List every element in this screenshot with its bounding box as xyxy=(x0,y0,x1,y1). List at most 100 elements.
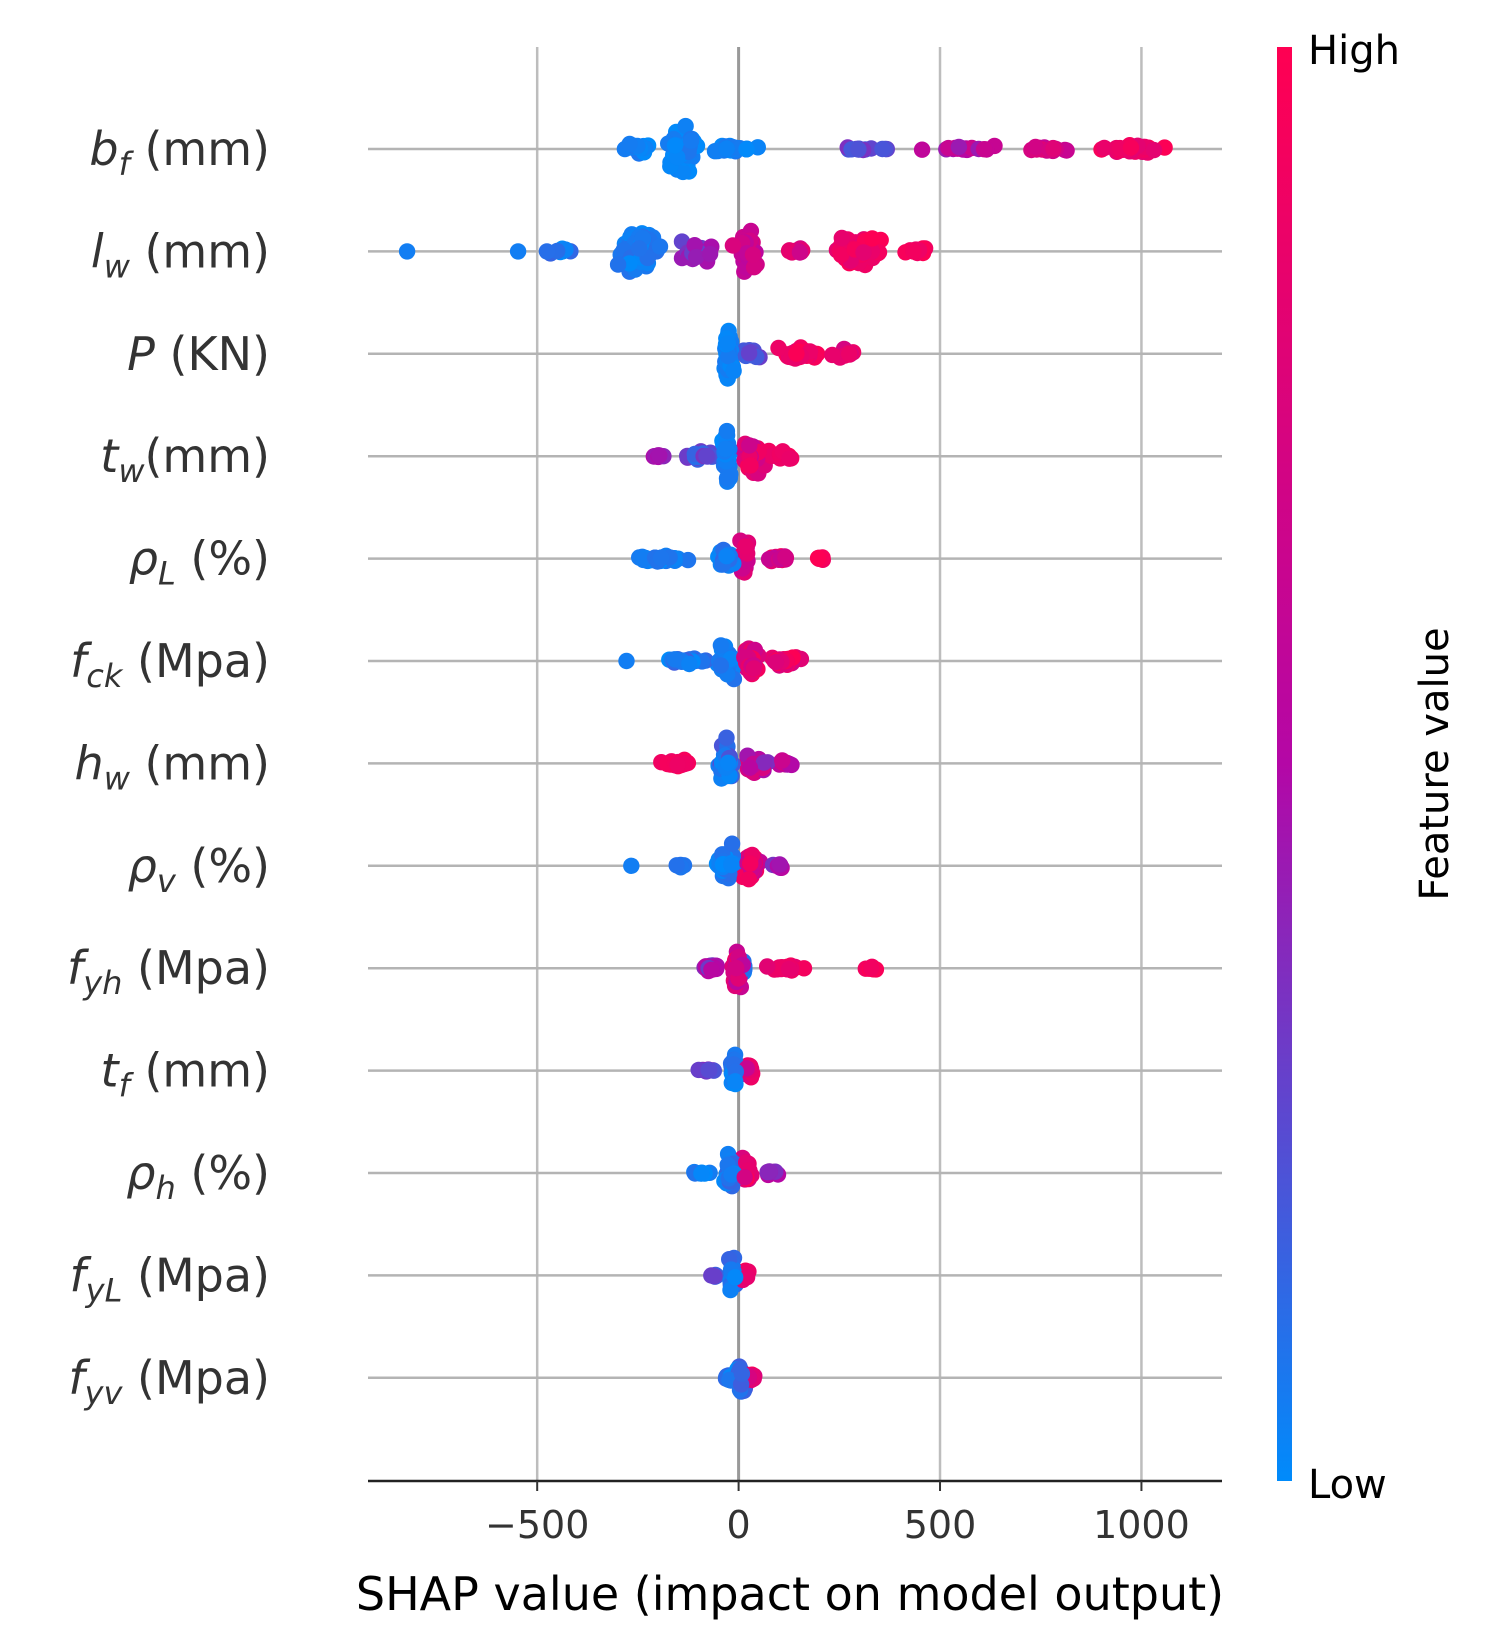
shap-point xyxy=(651,447,668,464)
shap-point xyxy=(666,137,684,154)
colorbar: High Low Feature value xyxy=(1277,28,1458,1508)
shap-point xyxy=(723,835,741,852)
feature-label: fyL (Mpa) xyxy=(69,1248,270,1309)
feature-label-symbol: t xyxy=(101,1044,121,1098)
feature-label-subscript: yL xyxy=(85,1271,123,1309)
shap-point xyxy=(674,163,692,181)
shap-point xyxy=(777,549,794,566)
shap-point xyxy=(788,345,805,362)
shap-point xyxy=(728,959,745,977)
feature-label-symbol: l xyxy=(91,224,104,278)
shap-point xyxy=(1027,138,1044,156)
shap-point xyxy=(874,140,891,158)
feature-label-symbol: t xyxy=(100,429,120,483)
shap-point xyxy=(1145,141,1163,159)
x-tick-label: −500 xyxy=(485,1503,589,1547)
feature-label-subscript: v xyxy=(157,862,177,900)
feature-label-unit: (mm) xyxy=(130,122,270,176)
shap-point xyxy=(609,256,627,273)
feature-label: tw(mm) xyxy=(100,429,270,490)
shap-point xyxy=(950,138,968,156)
shap-point xyxy=(1122,139,1140,156)
shap-point xyxy=(698,447,715,465)
feature-label: ρv (%) xyxy=(128,839,270,900)
shap-point xyxy=(737,538,754,555)
shap-point xyxy=(509,243,527,260)
shap-point xyxy=(759,958,776,975)
feature-label-unit: (Mpa) xyxy=(122,1248,270,1302)
shap-point xyxy=(745,259,763,276)
x-tick-label: 1000 xyxy=(1093,1503,1190,1547)
shap-point xyxy=(623,857,640,874)
shap-point xyxy=(781,450,798,467)
shap-point xyxy=(1096,139,1113,157)
shap-point xyxy=(770,339,787,357)
shap-points xyxy=(398,117,1173,1400)
feature-label-unit: (KN) xyxy=(155,327,270,381)
shap-point xyxy=(741,759,759,776)
shap-point xyxy=(795,960,813,977)
feature-labels: bf (mm)lw (mm)P (KN)tw(mm)ρL (%)fck (Mpa… xyxy=(67,122,270,1412)
shap-point xyxy=(718,422,736,440)
shap-point xyxy=(855,244,872,261)
shap-point xyxy=(720,754,737,771)
feature-label: hw (mm) xyxy=(75,736,270,797)
x-axis: −500 0 500 1000 xyxy=(368,1479,1222,1547)
shap-point xyxy=(717,440,734,458)
shap-point xyxy=(791,244,809,261)
shap-point xyxy=(718,140,735,157)
feature-label: fck (Mpa) xyxy=(70,634,270,695)
shap-point xyxy=(744,246,762,263)
shap-point xyxy=(712,637,730,654)
shap-point xyxy=(668,857,685,874)
shap-point xyxy=(741,437,758,454)
shap-point xyxy=(651,238,669,255)
shap-point xyxy=(727,1073,744,1090)
feature-label-symbol: h xyxy=(75,736,104,790)
feature-label-unit: (%) xyxy=(176,1146,270,1200)
feature-label-subscript: yv xyxy=(84,1374,124,1412)
shap-point xyxy=(761,1163,778,1180)
shap-point xyxy=(618,652,635,670)
shap-point xyxy=(850,141,867,158)
shap-point xyxy=(824,346,841,364)
feature-label-symbol: P xyxy=(127,327,155,381)
feature-label-subscript: h xyxy=(155,1169,175,1207)
shap-point xyxy=(809,549,827,567)
feature-label-symbol: b xyxy=(89,122,118,176)
x-tick-label: 500 xyxy=(904,1503,977,1547)
shap-point xyxy=(740,871,757,888)
shap-point xyxy=(682,132,700,149)
shap-point xyxy=(1045,140,1062,157)
shap-point xyxy=(774,752,791,769)
shap-point xyxy=(538,243,556,260)
shap-point xyxy=(975,141,993,158)
shap-point xyxy=(677,117,694,135)
shap-point xyxy=(723,856,740,874)
shap-point xyxy=(669,756,686,773)
shap-point xyxy=(738,141,755,158)
feature-label-unit: (%) xyxy=(176,532,270,586)
shap-point xyxy=(913,141,931,158)
shap-point xyxy=(745,660,763,677)
shap-point xyxy=(398,243,416,260)
feature-label: fyv (Mpa) xyxy=(68,1351,270,1412)
shap-point xyxy=(740,345,758,362)
shap-point xyxy=(700,1061,717,1079)
shap-point xyxy=(723,1166,740,1183)
shap-point xyxy=(841,345,858,363)
shap-point xyxy=(862,959,880,977)
shap-point xyxy=(681,655,698,673)
shap-point xyxy=(703,961,720,978)
feature-label: ρh (%) xyxy=(126,1146,270,1207)
shap-point xyxy=(706,1268,723,1285)
shap-point xyxy=(742,855,759,872)
shap-point xyxy=(767,653,785,671)
feature-label: fyh (Mpa) xyxy=(67,941,270,1002)
feature-label: bf (mm) xyxy=(89,122,270,183)
feature-label: ρL (%) xyxy=(129,532,270,593)
feature-label-unit: (Mpa) xyxy=(122,634,270,688)
shap-point xyxy=(736,1169,753,1186)
shap-point xyxy=(755,754,773,771)
shap-point xyxy=(833,229,850,247)
